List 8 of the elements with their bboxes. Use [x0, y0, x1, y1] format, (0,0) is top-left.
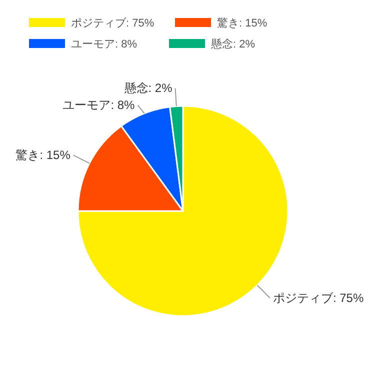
slice-label: ユーモア: 8% [62, 98, 136, 112]
legend-label: ユーモア: 8% [71, 38, 138, 50]
slice-label: 懸念: 2% [123, 81, 173, 96]
slice-label: 驚き: 15% [16, 148, 71, 162]
legend-label: 驚き: 15% [217, 18, 268, 30]
legend-label: 懸念: 2% [210, 38, 256, 50]
legend-label: ポジティブ: 75% [71, 16, 154, 30]
slice-label: ポジティブ: 75% [272, 290, 364, 305]
